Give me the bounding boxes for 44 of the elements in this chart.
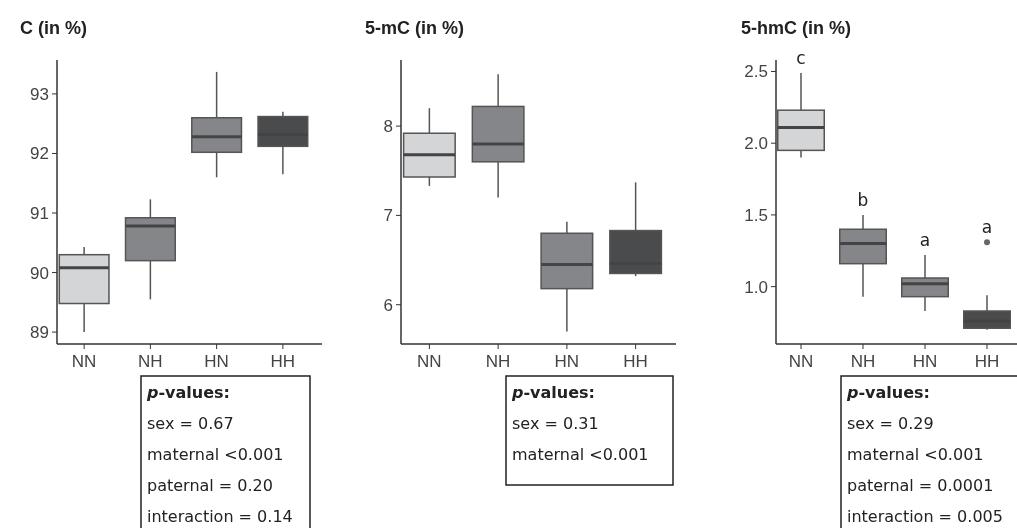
text: maternal <0.001 — [147, 445, 284, 464]
annotation: a — [981, 217, 993, 238]
y-tick-label: 8 — [383, 117, 393, 137]
chart-title: C (in %) — [20, 18, 87, 38]
x-tick-label: NH — [850, 352, 876, 371]
text: interaction = 0.14 — [147, 507, 293, 526]
y-tick-label: 2.5 — [744, 62, 768, 82]
text: sex = 0.31 — [512, 414, 599, 433]
y-tick-label: 7 — [383, 206, 393, 226]
x-tick-label: HN — [554, 352, 580, 371]
x-tick-label: NN — [788, 352, 814, 371]
text: paternal = 0.20 — [147, 476, 273, 495]
y-tick-label: 6 — [383, 295, 393, 315]
x-tick-label: HN — [912, 352, 938, 371]
x-tick-label: NH — [485, 352, 511, 371]
y-tick-label: 90 — [30, 263, 49, 283]
x-tick-label: HH — [974, 352, 1000, 371]
annotation: c — [796, 47, 806, 68]
chart-title: 5-mC (in %) — [365, 18, 465, 38]
text: p-values: — [846, 383, 930, 402]
x-tick-label: NN — [71, 352, 97, 371]
y-tick-label: 89 — [30, 323, 49, 343]
text: maternal <0.001 — [512, 445, 649, 464]
x-tick-label: NH — [138, 352, 163, 371]
x-tick-label: HH — [623, 352, 648, 371]
text: maternal <0.001 — [847, 445, 984, 464]
y-tick-label: 92 — [30, 144, 49, 164]
y-tick-label: 1.0 — [744, 277, 768, 297]
text: paternal = 0.0001 — [847, 476, 994, 495]
x-tick-label: HH — [270, 352, 296, 371]
annotation: b — [857, 189, 869, 210]
x-tick-label: NN — [417, 352, 442, 371]
chart-title: 5-hmC (in %) — [741, 18, 851, 38]
text: sex = 0.67 — [147, 414, 234, 433]
text: sex = 0.29 — [847, 414, 934, 433]
y-tick-label: 1.5 — [744, 205, 768, 225]
text: p-values: — [146, 383, 230, 402]
y-tick-label: 2.0 — [744, 134, 768, 154]
text: p-values: — [511, 383, 595, 402]
y-tick-label: 91 — [30, 203, 49, 223]
annotation: a — [919, 230, 931, 251]
y-tick-label: 93 — [30, 84, 49, 104]
text: interaction = 0.005 — [847, 507, 1003, 526]
x-tick-label: HN — [204, 352, 229, 371]
